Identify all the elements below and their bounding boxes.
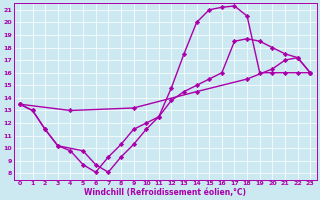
X-axis label: Windchill (Refroidissement éolien,°C): Windchill (Refroidissement éolien,°C) xyxy=(84,188,246,197)
